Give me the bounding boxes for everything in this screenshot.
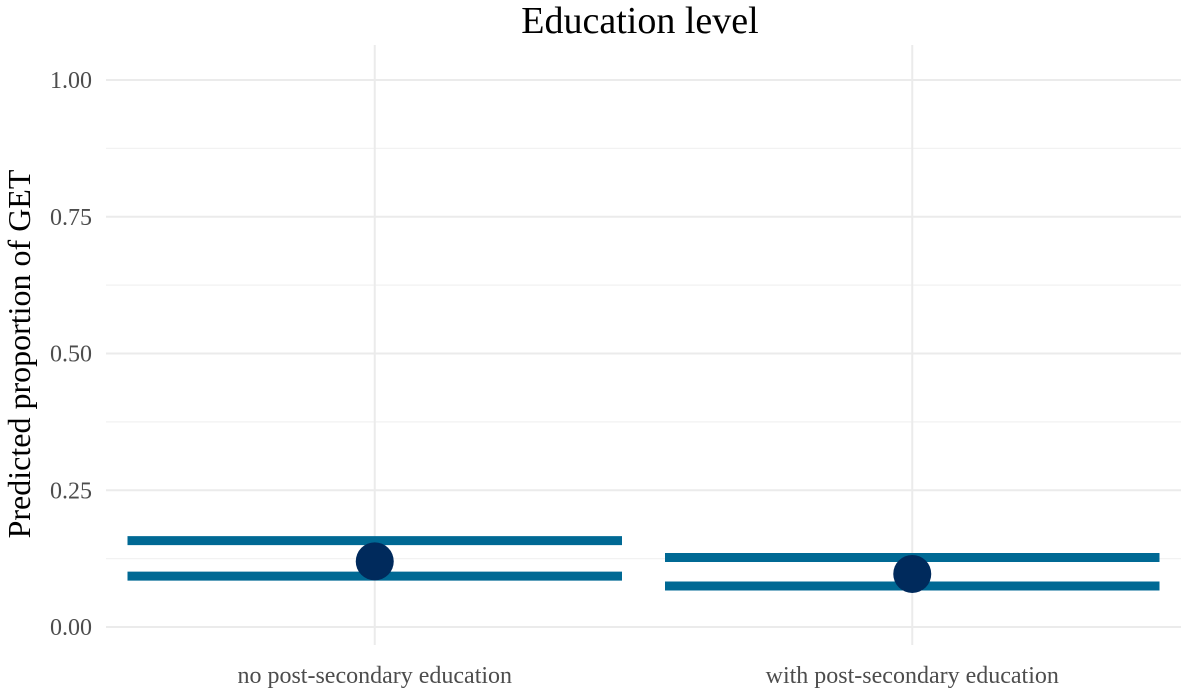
plot-marks [127, 536, 1160, 593]
y-axis-ticks: 0.00 0.25 0.50 0.75 1.00 [50, 68, 92, 641]
estimate-point [893, 554, 932, 593]
x-tick-label: no post-secondary education [237, 663, 512, 689]
x-tick-label: with post-secondary education [766, 663, 1059, 689]
chart-title: Education level [521, 0, 758, 42]
y-tick-label: 0.25 [50, 478, 92, 504]
y-tick-label: 0.50 [50, 342, 92, 368]
y-tick-label: 1.00 [50, 68, 92, 94]
x-axis-ticks: no post-secondary education with post-sec… [237, 663, 1058, 689]
estimate-point [355, 542, 394, 581]
y-axis-label: Predicted proportion of GET [1, 169, 37, 538]
y-tick-label: 0.75 [50, 205, 92, 231]
y-tick-label: 0.00 [50, 615, 92, 641]
